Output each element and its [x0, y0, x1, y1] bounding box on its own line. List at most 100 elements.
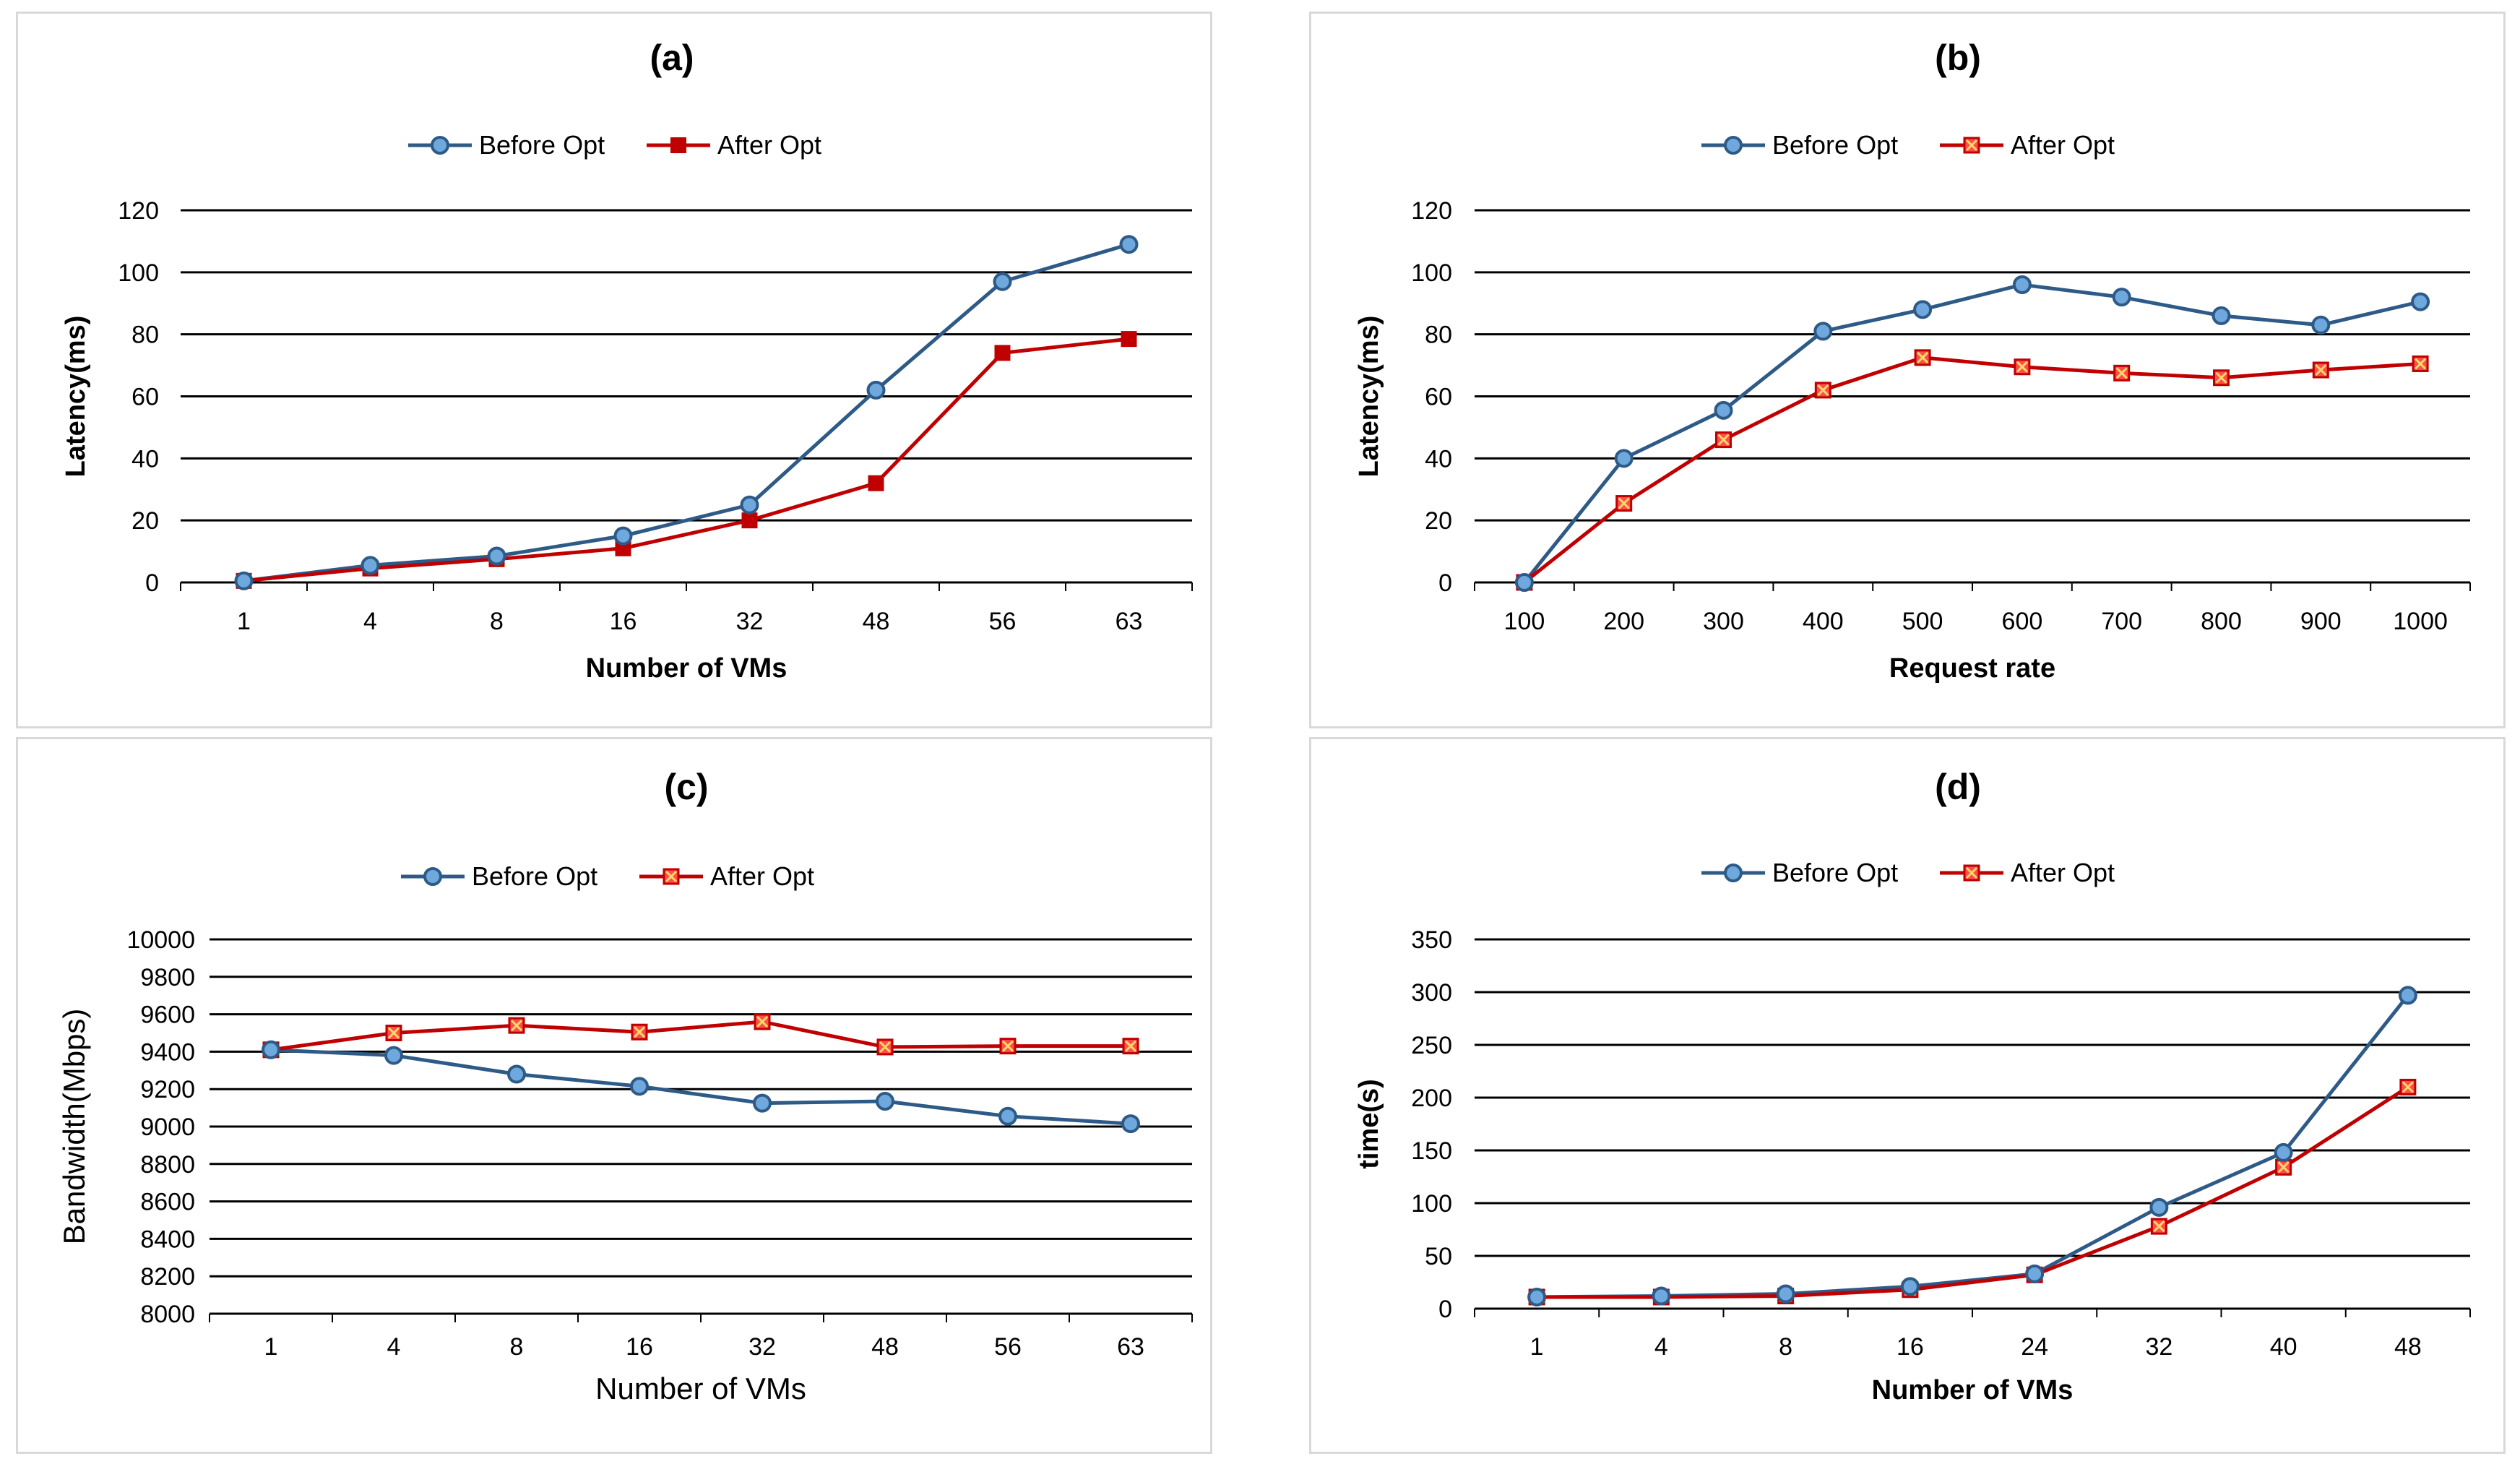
chart-title: (d)	[1935, 767, 1981, 807]
x-tick-label: 700	[2101, 608, 2142, 635]
after-opt-point	[2275, 1158, 2292, 1176]
before-opt-point	[1776, 1284, 1795, 1304]
before-opt-point	[630, 1077, 649, 1096]
x-tick-label: 32	[2145, 1333, 2172, 1361]
y-tick-label: 20	[1425, 507, 1452, 535]
chart-panel-b: (b) Before Opt After Opt 0 20 40 60 80 100 120 100…	[1309, 12, 2506, 728]
legend-label: After Opt	[2011, 130, 2115, 160]
x-axis-label: Number of VMs	[586, 653, 788, 684]
before-opt-point	[998, 1106, 1017, 1126]
after-opt-point	[1963, 137, 1980, 154]
before-opt-point	[2411, 292, 2430, 311]
after-opt-point	[2014, 358, 2031, 376]
y-tick-label: 200	[1411, 1085, 1452, 1112]
before-opt-line	[243, 242, 1130, 583]
before-opt-point	[753, 1093, 772, 1113]
y-tick-label: 300	[1411, 979, 1452, 1007]
before-opt-point	[1514, 573, 1534, 592]
after-opt-point	[385, 1025, 402, 1041]
before-opt-point	[1813, 322, 1833, 341]
y-tick-label: 0	[145, 569, 159, 597]
before-opt-point	[361, 556, 380, 575]
y-tick-label: 8800	[140, 1151, 195, 1179]
x-tick-label: 1	[1530, 1333, 1544, 1361]
before-opt-point	[487, 546, 506, 566]
y-tick-label: 60	[131, 384, 159, 411]
after-opt-point	[1963, 864, 1980, 882]
y-tick-label: 150	[1411, 1137, 1452, 1165]
x-tick-label: 40	[2270, 1333, 2297, 1361]
y-tick-label: 100	[118, 259, 159, 287]
y-tick-label: 8400	[140, 1226, 195, 1253]
x-tick-label: 4	[363, 608, 377, 635]
x-tick-label: 16	[1897, 1333, 1924, 1361]
after-opt-point	[2412, 355, 2429, 372]
before-opt-point	[876, 1092, 894, 1111]
after-opt-point	[670, 137, 686, 153]
after-opt-point	[868, 475, 884, 491]
after-opt-point	[1814, 382, 1831, 399]
x-tick-label: 100	[1504, 608, 1545, 635]
legend-label: Before Opt	[1772, 130, 1898, 160]
y-axis-label: Latency(ms)	[61, 316, 91, 478]
legend-label: After Opt	[717, 130, 821, 160]
after-opt-line	[1537, 1085, 2409, 1299]
after-opt-point	[999, 1038, 1017, 1055]
before-opt-point	[613, 526, 633, 546]
before-opt-line	[1522, 283, 2421, 584]
before-opt-point	[1121, 1114, 1140, 1134]
after-opt-point	[508, 1017, 525, 1034]
x-tick-label: 16	[626, 1333, 653, 1361]
before-opt-line	[270, 1048, 1131, 1126]
y-tick-label: 120	[118, 197, 159, 225]
before-opt-point	[993, 272, 1012, 291]
x-axis-label: Number of VMs	[595, 1372, 806, 1405]
before-opt-point	[2012, 275, 2032, 294]
before-opt-point	[1724, 864, 1743, 882]
chart-title: (b)	[1935, 38, 1981, 78]
x-tick-label: 16	[610, 608, 637, 635]
x-tick-label: 900	[2300, 608, 2342, 635]
y-tick-label: 350	[1411, 926, 1452, 954]
x-tick-label: 63	[1116, 608, 1143, 635]
after-opt-point	[1121, 331, 1137, 348]
before-opt-point	[2025, 1264, 2045, 1283]
chart-panel-d: (d) Before Opt After Opt 0 50 100 150 200 250 300…	[1309, 737, 2506, 1454]
before-opt-point	[2398, 986, 2417, 1005]
after-opt-point	[1914, 349, 1931, 366]
legend-label: Before Opt	[479, 130, 605, 160]
x-tick-label: 800	[2201, 608, 2242, 635]
after-opt-point	[1122, 1038, 1139, 1055]
x-tick-label: 8	[510, 1333, 524, 1361]
x-tick-label: 200	[1603, 608, 1644, 635]
chart-legend: Before Opt After Opt	[401, 861, 814, 891]
before-opt-point	[1913, 300, 1933, 319]
after-opt-line	[1523, 356, 2421, 584]
x-tick-label: 48	[2394, 1333, 2422, 1361]
chart-b-svg: (b) Before Opt After Opt 0 20 40 60 80 100 120 100…	[1354, 38, 2471, 684]
x-tick-label: 500	[1902, 608, 1943, 635]
x-tick-label: 63	[1117, 1333, 1144, 1361]
legend-label: Before Opt	[1772, 858, 1898, 887]
y-tick-label: 250	[1411, 1032, 1452, 1059]
before-opt-point	[431, 136, 449, 155]
x-tick-label: 600	[2002, 608, 2043, 635]
before-opt-point	[2311, 315, 2331, 335]
y-tick-label: 9600	[140, 1002, 195, 1029]
y-axis-label: Bandwidth(Mbps)	[57, 1009, 91, 1245]
after-opt-point	[741, 512, 758, 529]
y-tick-label: 40	[131, 445, 159, 473]
legend-label: Before Opt	[472, 861, 597, 891]
before-opt-point	[262, 1040, 280, 1059]
x-tick-label: 32	[748, 1333, 776, 1361]
chart-title: (a)	[650, 38, 694, 78]
after-opt-point	[2399, 1078, 2417, 1095]
x-tick-label: 56	[989, 608, 1017, 635]
before-opt-point	[1527, 1287, 1547, 1306]
y-tick-label: 0	[1438, 1296, 1452, 1323]
x-tick-label: 48	[871, 1333, 899, 1361]
x-tick-label: 1000	[2393, 608, 2448, 635]
y-tick-label: 9200	[140, 1076, 195, 1103]
after-opt-point	[2312, 361, 2329, 379]
x-tick-label: 4	[1654, 1333, 1668, 1361]
